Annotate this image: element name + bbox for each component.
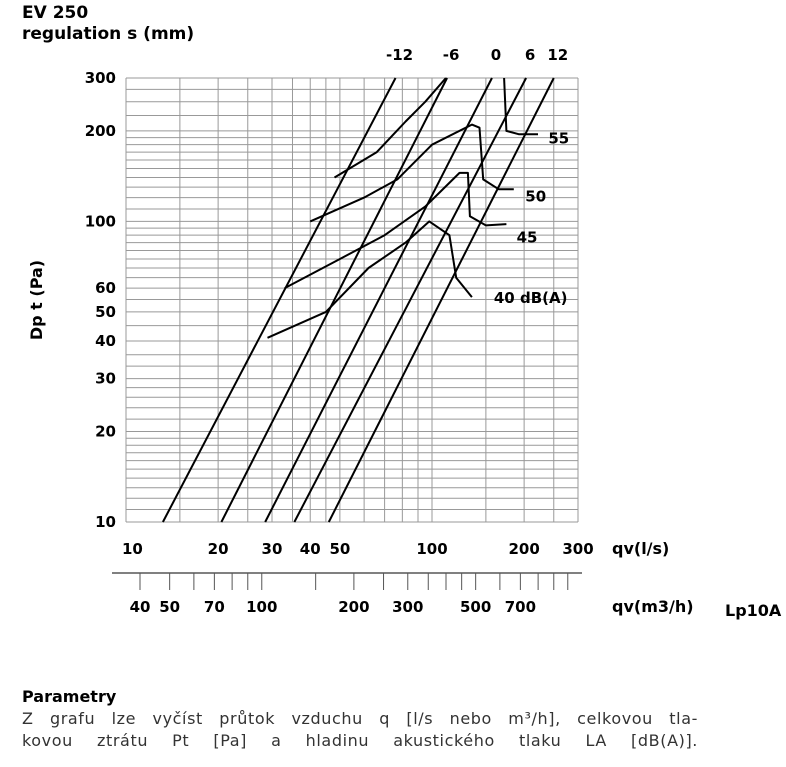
parameters-line-1: Z grafu lze vyčíst průtok vzduchu q [l/s… xyxy=(22,709,698,728)
x-tick-label: 50 xyxy=(329,540,350,558)
noise-label: 40 dB(A) xyxy=(494,289,568,307)
x2-tick-label: 300 xyxy=(392,598,423,616)
x-tick-label: 100 xyxy=(416,540,447,558)
x-tick-label: 200 xyxy=(508,540,539,558)
regulation-label: 6 xyxy=(525,46,535,64)
noise-curves xyxy=(267,77,538,339)
regulation-line xyxy=(264,77,493,523)
regulation-label: 12 xyxy=(547,46,568,64)
regulation-line xyxy=(162,77,397,523)
regulation-line xyxy=(220,77,448,523)
y-tick-label: 100 xyxy=(85,212,116,230)
y-tick-label: 30 xyxy=(95,370,116,388)
x-tick-label: 10 xyxy=(122,540,143,558)
chart-title: EV 250 xyxy=(22,3,89,23)
parameters-section: Parametry Z grafu lze vyčíst průtok vzdu… xyxy=(22,687,698,752)
noise-label: 50 xyxy=(525,187,546,205)
parameters-line-2: kovou ztrátu Pt [Pa] a hladinu akustické… xyxy=(22,731,698,750)
y-tick-label: 300 xyxy=(85,69,116,87)
x2-tick-label: 70 xyxy=(204,598,225,616)
y-tick-label: 200 xyxy=(85,122,116,140)
y-tick-label: 60 xyxy=(95,279,116,297)
noise-curve xyxy=(333,77,447,179)
x-tick-label: 20 xyxy=(208,540,229,558)
noise-label: 55 xyxy=(548,130,569,148)
x2-tick-label: 50 xyxy=(159,598,180,616)
noise-curve-tail xyxy=(503,77,538,136)
y-tick-label: 20 xyxy=(95,423,116,441)
x2-tick-label: 200 xyxy=(338,598,369,616)
parameters-title: Parametry xyxy=(22,687,117,706)
x2-axis-label: qv(m3/h) xyxy=(612,597,694,616)
x2-tick-label: 100 xyxy=(246,598,277,616)
regulation-line xyxy=(327,77,555,523)
noise-label: 45 xyxy=(517,229,538,247)
lp10a-label: Lp10A xyxy=(725,601,782,620)
x-tick-label: 40 xyxy=(300,540,321,558)
chart-subtitle: regulation s (mm) xyxy=(22,24,195,44)
noise-curve xyxy=(309,123,514,223)
x-axis-m3h xyxy=(112,572,582,590)
y-tick-label: 10 xyxy=(95,513,116,531)
y-tick-label: 50 xyxy=(95,303,116,321)
x-axis-label: qv(l/s) xyxy=(612,539,669,558)
x2-tick-label: 40 xyxy=(130,598,151,616)
regulation-label: 0 xyxy=(491,46,501,64)
x-tick-label: 30 xyxy=(262,540,283,558)
x2-tick-label: 500 xyxy=(460,598,491,616)
x2-tick-label: 700 xyxy=(505,598,536,616)
noise-curve xyxy=(267,220,473,339)
regulation-label: -12 xyxy=(386,46,413,64)
regulation-lines xyxy=(162,77,555,523)
regulation-line xyxy=(293,77,527,523)
grid xyxy=(125,77,579,523)
y-tick-label: 40 xyxy=(95,332,116,350)
x-tick-label: 300 xyxy=(562,540,593,558)
noise-curve xyxy=(284,171,507,289)
regulation-label: -6 xyxy=(443,46,460,64)
y-axis-label: Dp t (Pa) xyxy=(27,260,46,340)
